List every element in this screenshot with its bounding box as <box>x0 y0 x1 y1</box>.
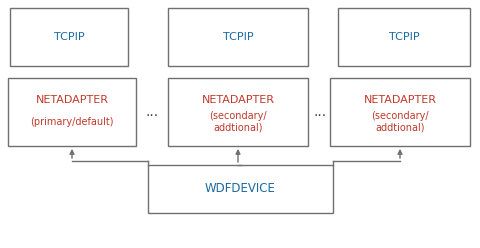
Bar <box>8 78 136 146</box>
Bar <box>168 8 308 66</box>
Text: NETADAPTER: NETADAPTER <box>363 95 436 105</box>
Bar <box>168 78 308 146</box>
Text: TCPIP: TCPIP <box>54 32 84 42</box>
Text: WDFDEVICE: WDFDEVICE <box>205 183 276 195</box>
Text: TCPIP: TCPIP <box>223 32 253 42</box>
Text: TCPIP: TCPIP <box>389 32 420 42</box>
Text: ...: ... <box>145 105 158 119</box>
Text: (primary/default): (primary/default) <box>30 117 114 127</box>
Text: (secondary/
addtional): (secondary/ addtional) <box>209 111 267 133</box>
Bar <box>330 78 470 146</box>
Text: (secondary/
addtional): (secondary/ addtional) <box>371 111 429 133</box>
Bar <box>338 8 470 66</box>
Text: NETADAPTER: NETADAPTER <box>36 95 108 105</box>
Bar <box>10 8 128 66</box>
Text: NETADAPTER: NETADAPTER <box>202 95 275 105</box>
Bar <box>148 165 333 213</box>
Text: ...: ... <box>313 105 326 119</box>
